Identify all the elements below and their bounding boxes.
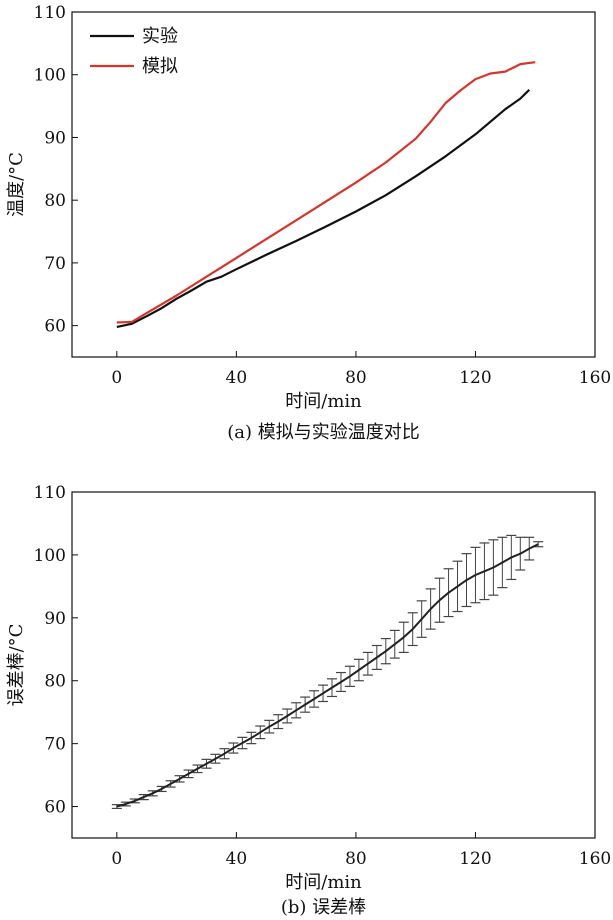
plot-frame <box>71 491 596 839</box>
x-tick-label: 0 <box>111 368 122 388</box>
x-tick-label: 120 <box>459 368 491 388</box>
x-axis-label: 时间/min <box>285 391 362 412</box>
legend-label-1: 模拟 <box>142 56 178 77</box>
y-tick-label: 110 <box>34 483 66 503</box>
y-axis-label: 误差棒/°C <box>6 624 27 707</box>
y-tick-label: 100 <box>34 546 66 566</box>
y-tick-label: 80 <box>44 191 66 211</box>
y-tick-label: 60 <box>44 798 66 818</box>
legend-label-0: 实验 <box>142 26 178 47</box>
plot-frame <box>71 11 596 358</box>
y-tick-label: 100 <box>34 66 66 86</box>
x-tick-label: 160 <box>579 849 611 869</box>
panel-a: 0 40 80 120 160 60 70 80 90 100 110 时间/min 温度/°C (a) … <box>6 3 611 443</box>
chart-caption: (a) 模拟与实验温度对比 <box>227 422 420 443</box>
x-tick-label: 40 <box>226 849 248 869</box>
x-tick-label: 80 <box>345 368 367 388</box>
y-tick-label: 110 <box>34 3 66 23</box>
y-tick-label: 80 <box>44 672 66 692</box>
y-tick-label: 70 <box>44 254 66 274</box>
x-axis-label: 时间/min <box>285 872 362 893</box>
y-tick-label: 90 <box>44 609 66 629</box>
x-tick-label: 160 <box>579 368 611 388</box>
x-tick-label: 80 <box>345 849 367 869</box>
y-axis-label: 温度/°C <box>6 152 27 217</box>
y-tick-label: 70 <box>44 735 66 755</box>
y-tick-label: 60 <box>44 317 66 337</box>
x-tick-label: 120 <box>459 849 491 869</box>
series-line-0 <box>116 89 531 328</box>
y-tick-label: 90 <box>44 128 66 148</box>
chart-caption: (b) 误差棒 <box>281 897 366 918</box>
series-line-1 <box>116 61 536 324</box>
x-tick-label: 0 <box>111 849 122 869</box>
panel-b: 0 40 80 120 160 60 70 80 90 100 110 时间/min 误差棒/°C (b)… <box>6 483 611 918</box>
series-line-0 <box>116 543 539 808</box>
x-tick-label: 40 <box>226 368 248 388</box>
